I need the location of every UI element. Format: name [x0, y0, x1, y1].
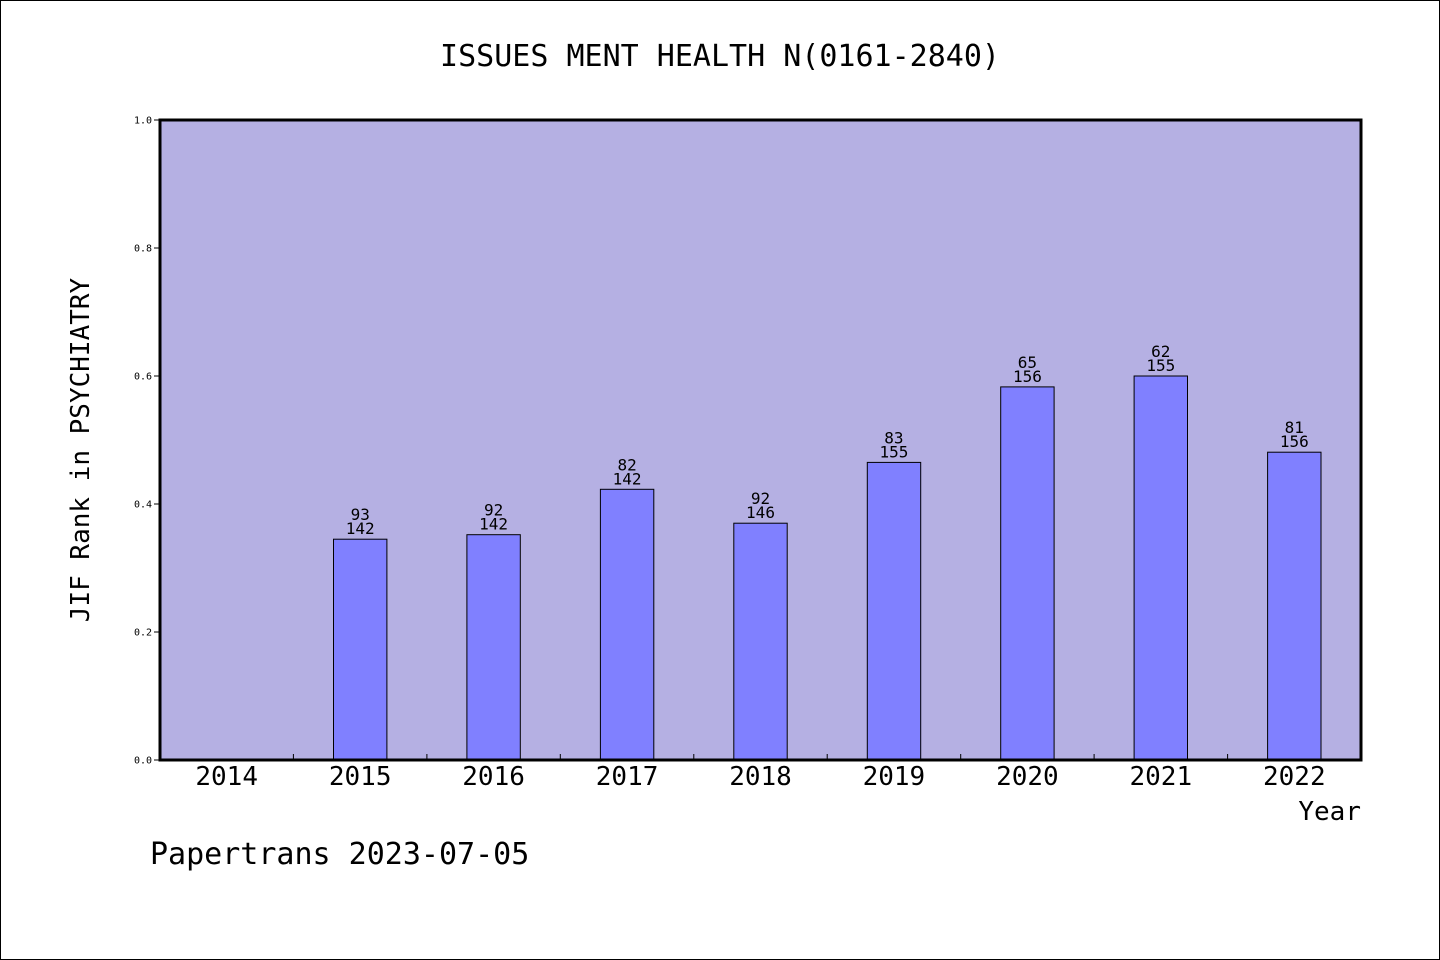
bar-total-label-2016: 142: [479, 515, 508, 534]
y-tick-label-0.8: 0.8: [134, 244, 152, 255]
axes-layer: 2014 2015 2016 2017 2018 2019 2020 2021 2022 0.0 0…: [134, 116, 1363, 792]
bar-total-label-2022: 156: [1280, 432, 1309, 451]
bar-total-label-2018: 146: [746, 503, 775, 522]
bar-2017: [599, 488, 655, 761]
x-tick-label-2020: 2020: [996, 762, 1059, 792]
chart-title: ISSUES MENT HEALTH N(0161-2840): [440, 39, 1000, 74]
y-tick-label-0.0: 0.0: [134, 756, 152, 767]
bar-rank-label-2020: 65: [1018, 353, 1037, 372]
x-tick-label-2019: 2019: [863, 762, 926, 792]
y-tick-label-1.0: 1.0: [134, 116, 152, 127]
bar-2021: [1133, 375, 1188, 761]
bar-rank-label-2016: 92: [484, 501, 503, 520]
y-tick-label-0.4: 0.4: [134, 500, 152, 511]
bar-2015: [333, 538, 388, 761]
bar-rank-label-2015: 93: [351, 505, 370, 524]
y-tick-label-0.2: 0.2: [134, 628, 152, 639]
bar-rank-label-2021: 62: [1151, 342, 1170, 361]
x-tick-label-2017: 2017: [596, 762, 659, 792]
footer-text: Papertrans 2023-07-05: [150, 837, 529, 872]
bar-2016: [466, 534, 521, 761]
x-axis-label: Year: [1298, 797, 1361, 827]
bar-total-label-2019: 155: [879, 442, 908, 461]
bar-total-label-2020: 156: [1013, 367, 1042, 386]
bar-total-label-2017: 142: [613, 469, 642, 488]
bar-2018: [733, 522, 788, 761]
bar-rank-label-2022: 81: [1285, 418, 1304, 437]
bar-2022: [1267, 451, 1322, 761]
y-axis-label: JIF Rank in PSYCHIATRY: [66, 277, 96, 622]
x-tick-label-2015: 2015: [329, 762, 392, 792]
bar-2019: [866, 461, 922, 761]
y-tick-label-0.6: 0.6: [134, 372, 152, 383]
bar-rank-label-2018: 92: [751, 489, 770, 508]
x-tick-label-2018: 2018: [729, 762, 792, 792]
x-tick-label-2022: 2022: [1263, 762, 1326, 792]
bar-total-label-2015: 142: [346, 519, 375, 538]
bar-rank-label-2019: 83: [884, 428, 903, 447]
plot-border: [158, 118, 1363, 762]
x-tick-label-2016: 2016: [462, 762, 525, 792]
x-tick-label-2014: 2014: [195, 762, 258, 792]
bar-rank-label-2017: 82: [617, 455, 636, 474]
x-tick-label-2021: 2021: [1129, 762, 1192, 792]
bar-2020: [1000, 386, 1055, 761]
bar-total-label-2021: 155: [1146, 356, 1175, 375]
